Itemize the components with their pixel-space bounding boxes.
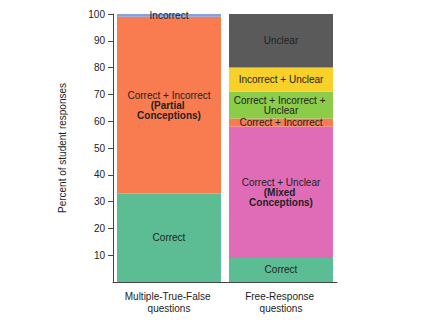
- svg-text:70: 70: [94, 89, 106, 100]
- svg-text:Free-Response: Free-Response: [245, 291, 317, 302]
- svg-text:(Partial: (Partial: [150, 99, 188, 111]
- svg-text:30: 30: [94, 196, 106, 207]
- svg-text:Correct + Incorrect: Correct + Incorrect: [127, 89, 211, 101]
- svg-text:Percent of student responses: Percent of student responses: [57, 83, 68, 213]
- svg-text:Correct + Incorrect: Correct + Incorrect: [239, 117, 322, 128]
- svg-text:60: 60: [94, 116, 106, 127]
- svg-text:80: 80: [94, 62, 106, 73]
- svg-text:Correct: Correct: [153, 232, 186, 243]
- svg-text:Multiple-True-False: Multiple-True-False: [125, 291, 214, 302]
- svg-text:questions: questions: [148, 303, 191, 314]
- svg-text:20: 20: [94, 223, 106, 234]
- svg-text:Incorrect: Incorrect: [150, 10, 189, 21]
- svg-text:100: 100: [88, 9, 105, 20]
- svg-text:Conceptions): Conceptions): [249, 197, 313, 208]
- svg-text:Correct + Incorrect +: Correct + Incorrect +: [233, 94, 329, 106]
- svg-text:10: 10: [94, 250, 106, 261]
- svg-text:(Mixed: (Mixed: [263, 186, 299, 198]
- svg-text:Unclear: Unclear: [264, 105, 299, 116]
- svg-text:Unclear: Unclear: [264, 35, 299, 46]
- svg-text:questions: questions: [260, 303, 303, 314]
- svg-text:Correct: Correct: [265, 264, 298, 275]
- svg-text:40: 40: [94, 169, 106, 180]
- svg-text:Correct + Unclear: Correct + Unclear: [241, 176, 321, 188]
- svg-text:Incorrect + Unclear: Incorrect + Unclear: [239, 74, 324, 85]
- svg-text:Conceptions): Conceptions): [137, 110, 201, 121]
- svg-text:90: 90: [94, 35, 106, 46]
- svg-text:50: 50: [94, 143, 106, 154]
